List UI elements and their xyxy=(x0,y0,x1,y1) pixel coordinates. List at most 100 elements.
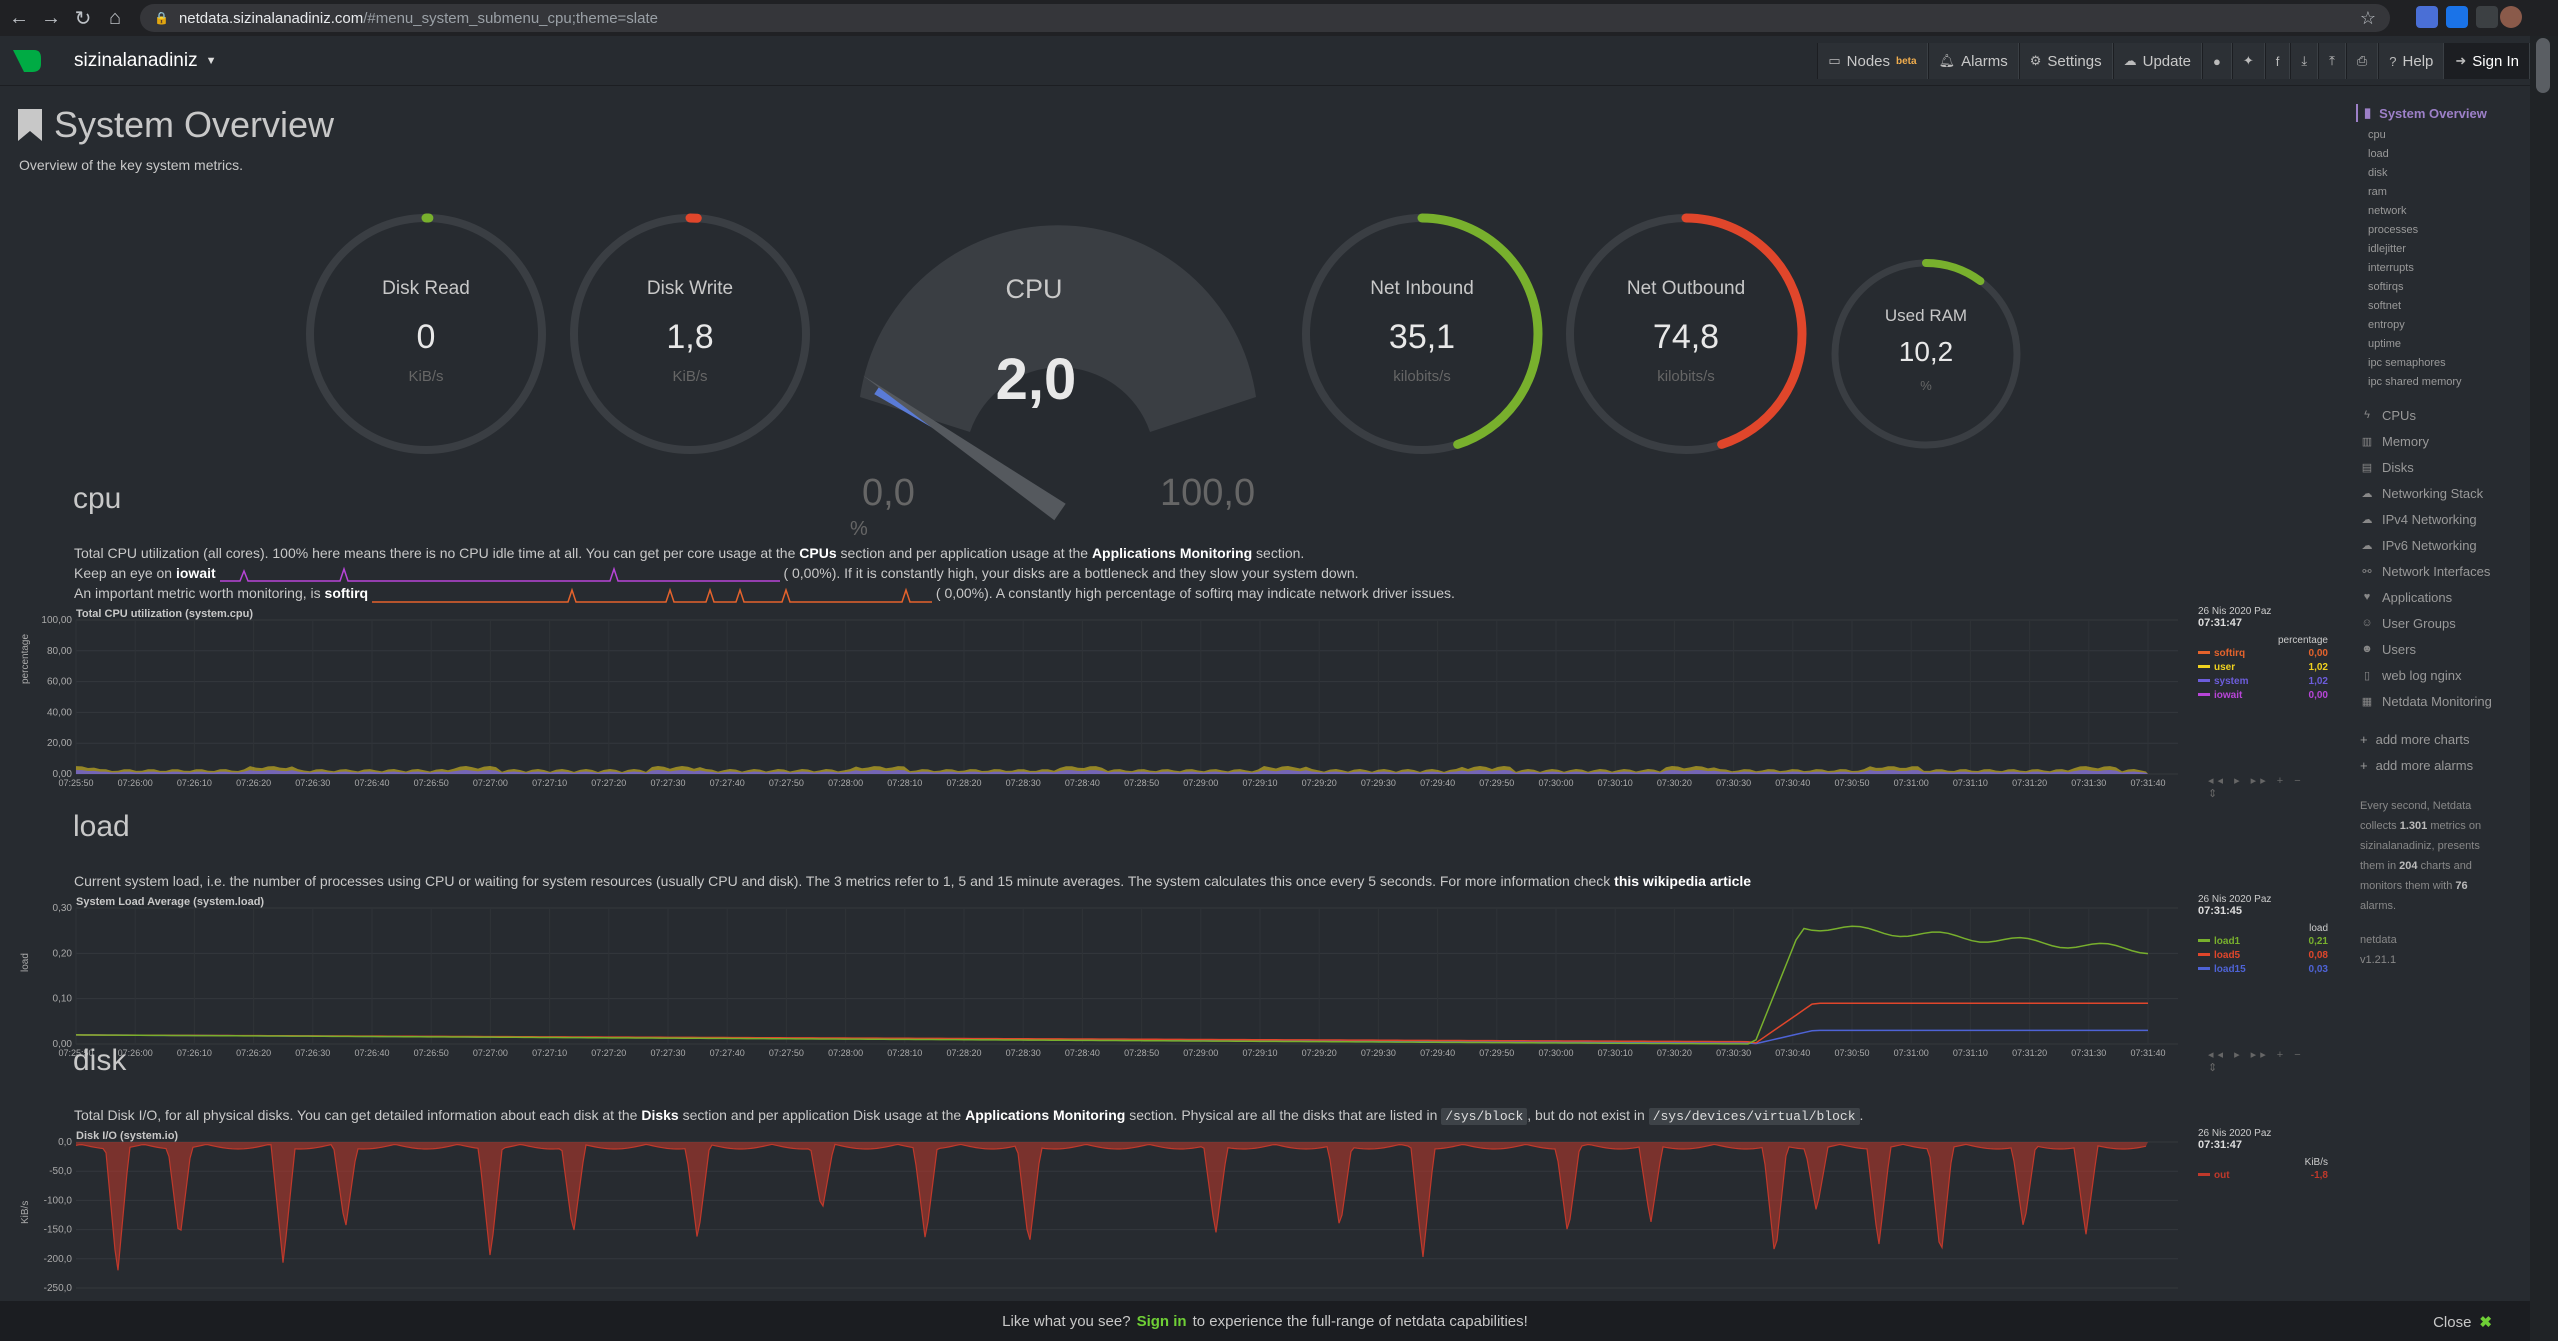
sidebar-subitem-entropy[interactable]: entropy xyxy=(2368,319,2405,331)
sidebar-subitem-network[interactable]: network xyxy=(2368,205,2407,217)
extension-icon[interactable] xyxy=(2416,6,2438,28)
cpus-link[interactable]: CPUs xyxy=(799,545,837,561)
legend-swatch xyxy=(2198,953,2210,957)
x-tick-label: 07:26:50 xyxy=(414,1048,449,1058)
print-button[interactable]: ⎙ xyxy=(2345,43,2379,79)
sidebar-item-memory[interactable]: ▥ Memory xyxy=(2356,428,2526,454)
legend-rows: softirq 0,00 user 1,02 system 1,02 iowait 0,00 xyxy=(2198,646,2328,702)
twitter-button[interactable]: ✦ xyxy=(2231,43,2265,79)
legend-row-softirq[interactable]: softirq 0,00 xyxy=(2198,646,2328,660)
sidebar-item-ipv4-networking[interactable]: ☁ IPv4 Networking xyxy=(2356,506,2526,532)
sidebar-subitem-processes[interactable]: processes xyxy=(2368,224,2419,236)
sidebar-subitem-disk[interactable]: disk xyxy=(2368,167,2388,179)
legend-row-load1[interactable]: load1 0,21 xyxy=(2198,934,2328,948)
nav-settings-button[interactable]: ⚙ Settings xyxy=(2018,43,2113,79)
add-charts-link[interactable]: + add more charts xyxy=(2356,726,2526,752)
net-inbound-gauge[interactable]: Net Inbound 35,1 kilobits/s xyxy=(1298,210,1546,458)
net-outbound-gauge[interactable]: Net Outbound 74,8 kilobits/s xyxy=(1562,210,1810,458)
cpu-chart[interactable]: Total CPU utilization (system.cpu) perce… xyxy=(18,606,2328,800)
x-tick-label: 07:29:00 xyxy=(1183,778,1218,788)
sidebar-subitem-ram[interactable]: ram xyxy=(2368,186,2387,198)
forward-icon[interactable]: → xyxy=(41,6,61,29)
wikipedia-link[interactable]: this wikipedia article xyxy=(1614,873,1752,889)
plus-icon: + xyxy=(2360,757,2368,773)
sidebar-item-web-log-nginx[interactable]: ▯ web log nginx xyxy=(2356,662,2526,688)
banner-signin-link[interactable]: Sign in xyxy=(1136,1312,1187,1330)
upload-button[interactable]: ⤒ xyxy=(2318,43,2346,79)
extension-icon[interactable] xyxy=(2476,6,2498,28)
help-label: Help xyxy=(2402,52,2434,70)
sidebar-subitem-uptime[interactable]: uptime xyxy=(2368,338,2402,350)
applications-link[interactable]: Applications Monitoring xyxy=(1091,545,1253,561)
sidebar-subitem-idlejitter[interactable]: idlejitter xyxy=(2368,243,2406,255)
sidebar-item-system-overview[interactable]: ▮ System Overview xyxy=(2356,104,2526,122)
beta-badge: beta xyxy=(1896,55,1917,67)
chart-controls[interactable]: ◂◂ ▸ ▸▸ + − ⇕ xyxy=(2208,775,2305,800)
sidebar-item-netdata-monitoring[interactable]: ▦ Netdata Monitoring xyxy=(2356,688,2526,714)
applications-link[interactable]: Applications Monitoring xyxy=(965,1107,1126,1123)
back-icon[interactable]: ← xyxy=(9,6,29,29)
nav-update-button[interactable]: ☁ Update xyxy=(2112,43,2202,79)
legend-row-load15[interactable]: load15 0,03 xyxy=(2198,962,2328,976)
chart-controls[interactable]: ◂◂ ▸ ▸▸ + − ⇕ xyxy=(2208,1049,2305,1074)
download-button[interactable]: ⤓ xyxy=(2290,43,2319,79)
add-alarms-link[interactable]: + add more alarms xyxy=(2356,752,2526,778)
legend-row-user[interactable]: user 1,02 xyxy=(2198,660,2328,674)
sidebar-subitem-softnet[interactable]: softnet xyxy=(2368,300,2402,312)
avatar[interactable] xyxy=(2500,6,2522,28)
gauge-value: 2,0 xyxy=(995,347,1077,412)
legend-row-iowait[interactable]: iowait 0,00 xyxy=(2198,688,2328,702)
page-scrollbar[interactable] xyxy=(2530,36,2558,1341)
cloud-icon: ☁ xyxy=(2361,487,2373,500)
sidebar-item-networking-stack[interactable]: ☁ Networking Stack xyxy=(2356,480,2526,506)
sidebar-subitem-interrupts[interactable]: interrupts xyxy=(2368,262,2414,274)
nav-nodes-button[interactable]: ▭ Nodes beta xyxy=(1817,43,1928,79)
disk-write-gauge[interactable]: Disk Write 1,8 KiB/s xyxy=(566,210,814,458)
sidebar-item-user-groups[interactable]: ☺ User Groups xyxy=(2356,610,2526,636)
load-chart[interactable]: System Load Average (system.load) load 0… xyxy=(18,894,2328,1074)
scrollbar-thumb[interactable] xyxy=(2536,38,2550,93)
disks-link[interactable]: Disks xyxy=(641,1107,679,1123)
help-button[interactable]: ? Help xyxy=(2378,43,2445,79)
x-tick-label: 07:28:50 xyxy=(1124,1048,1159,1058)
home-icon[interactable]: ⌂ xyxy=(108,6,122,29)
legend-swatch xyxy=(2198,939,2210,943)
address-bar[interactable]: 🔒 netdata.sizinalanadiniz.com/#menu_syst… xyxy=(140,4,2390,32)
disk-chart[interactable]: Disk I/O (system.io) KiB/s 0,0 -50,0 -100,… xyxy=(18,1128,2328,1296)
disk-description: Total Disk I/O, for all physical disks. … xyxy=(74,1105,2274,1127)
sidebar-item-ipv6-networking[interactable]: ☁ IPv6 Networking xyxy=(2356,532,2526,558)
cpu-gauge[interactable]: CPU 2,0 0,0 100,0 % xyxy=(820,182,1260,562)
sidebar-item-network-interfaces[interactable]: ⚯ Network Interfaces xyxy=(2356,558,2526,584)
legend-row-system[interactable]: system 1,02 xyxy=(2198,674,2328,688)
bookmark-star-icon[interactable]: ☆ xyxy=(2359,7,2376,28)
hostname-dropdown[interactable]: sizinalanadiniz ▼ xyxy=(74,50,216,72)
banner-close-button[interactable]: Close ✖ xyxy=(2433,1313,2492,1331)
sidebar-subitem-ipc-shared-memory[interactable]: ipc shared memory xyxy=(2368,376,2462,388)
reload-icon[interactable]: ↻ xyxy=(74,7,92,30)
disk-read-gauge[interactable]: Disk Read 0 KiB/s xyxy=(302,210,550,458)
github-button[interactable]: ● xyxy=(2202,43,2232,79)
legend-row-load5[interactable]: load5 0,08 xyxy=(2198,948,2328,962)
gauge-label: Disk Read xyxy=(382,278,470,299)
sidebar-item-cpus[interactable]: ϟ CPUs xyxy=(2356,402,2526,428)
sidebar-subitem-ipc-semaphores[interactable]: ipc semaphores xyxy=(2368,357,2446,369)
menu-icon[interactable] xyxy=(2528,6,2534,28)
y-tick-label: 0,00 xyxy=(53,769,73,780)
sidebar-subitem-softirqs[interactable]: softirqs xyxy=(2368,281,2404,293)
legend-row-out[interactable]: out -1,8 xyxy=(2198,1168,2328,1182)
x-tick-label: 07:30:20 xyxy=(1657,1048,1692,1058)
twitter-icon: ✦ xyxy=(2242,53,2254,68)
text: Total Disk I/O, for all physical disks. … xyxy=(74,1107,638,1123)
used-ram-gauge[interactable]: Used RAM 10,2 % xyxy=(1828,256,2024,452)
signin-button[interactable]: ➜ Sign In xyxy=(2444,43,2530,79)
translate-icon[interactable] xyxy=(2446,6,2468,28)
sidebar-subitem-cpu[interactable]: cpu xyxy=(2368,129,2386,141)
sidebar-subitem-load[interactable]: load xyxy=(2368,148,2389,160)
sidebar-item-applications[interactable]: ♥ Applications xyxy=(2356,584,2526,610)
nav-alarms-button[interactable]: 🔔︎ Alarms xyxy=(1927,43,2019,79)
netdata-logo[interactable] xyxy=(10,44,44,78)
sidebar-item-disks[interactable]: ▤ Disks xyxy=(2356,454,2526,480)
sidebar-item-users[interactable]: ☻ Users xyxy=(2356,636,2526,662)
add-charts-label: add more charts xyxy=(2375,731,2470,747)
facebook-button[interactable]: f xyxy=(2264,43,2291,79)
